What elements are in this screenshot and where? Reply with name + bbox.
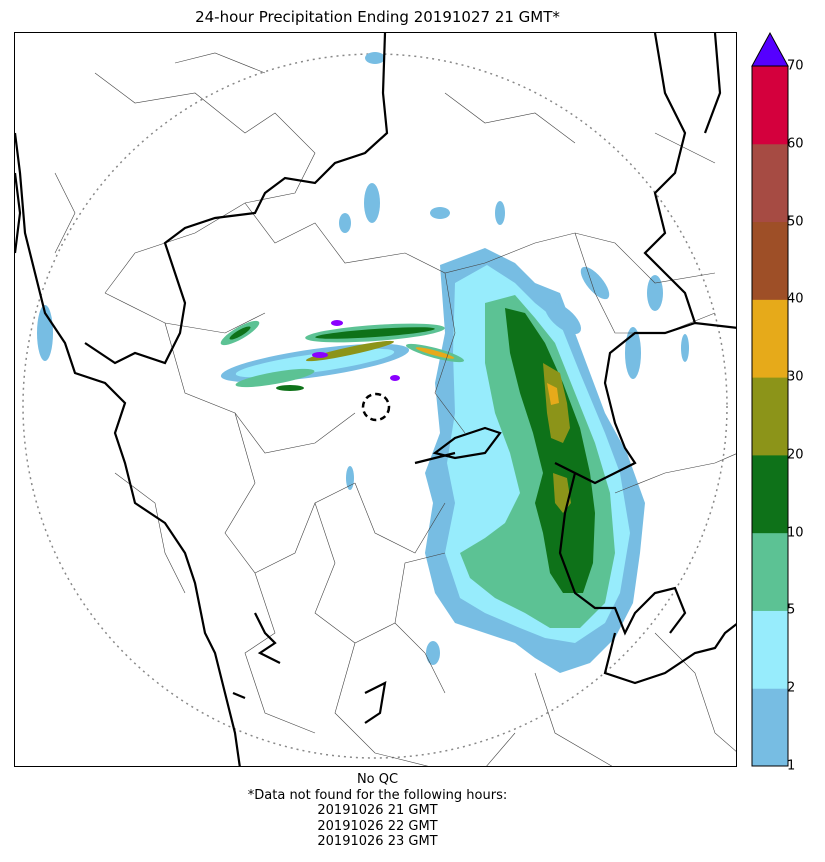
radar-site-marker [361,392,391,422]
colorbar-tick-label: 40 [787,291,804,307]
district-boundaries [54,52,736,766]
map-footer: No QC *Data not found for the following … [0,772,755,850]
colorbar-tick-label: 2 [787,680,796,696]
colorbar-tick-label: 20 [787,447,804,463]
colorbar-segments [752,66,788,767]
qc-note: No QC [356,772,399,787]
colorbar-segment [752,143,788,223]
colorbar-segment [752,532,788,611]
colorbar-segment [752,221,788,300]
missing-hour-2: 20191026 22 GMT [317,818,438,834]
colorbar-tick-label: 70 [787,58,804,74]
colorbar-tick-label: 1 [787,758,796,774]
missing-hour-1: 20191026 21 GMT [317,803,438,818]
colorbar-segment [752,610,788,689]
colorbar-tick-label: 5 [787,602,796,618]
precip-area-orange [547,383,559,405]
colorbar-segment [752,377,788,456]
radar-map [14,32,737,767]
precipitation-map-canvas [15,33,736,766]
colorbar-tick-label: 10 [787,525,804,541]
colorbar-tick-label: 60 [787,136,804,152]
precip-area-darkgreen [505,308,595,593]
colorbar-tick-label: 30 [787,369,804,385]
convective-streaks [220,320,465,391]
missing-hour-3: 20191026 23 GMT [317,834,438,849]
colorbar-segment [752,454,788,534]
colorbar-extend-arrow [751,31,789,67]
map-title: 24-hour Precipitation Ending 20191027 21… [195,8,560,26]
state-boundaries [15,33,736,766]
scattered-cells [37,52,689,666]
colorbar-segment [752,299,788,378]
colorbar-segment [752,688,788,767]
colorbar-outline [751,65,789,767]
precip-colorbar [751,31,789,767]
missing-data-note: *Data not found for the following hours: [247,787,508,803]
radar-range-ring [22,53,728,759]
colorbar-segment [752,66,788,145]
colorbar-tick-label: 50 [787,214,804,230]
